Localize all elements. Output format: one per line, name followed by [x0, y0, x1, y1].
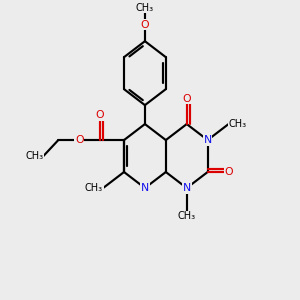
Text: N: N	[141, 183, 149, 193]
Text: CH₃: CH₃	[25, 151, 44, 161]
Text: O: O	[75, 135, 83, 145]
Text: N: N	[203, 135, 212, 145]
Text: N: N	[183, 183, 191, 193]
Text: O: O	[224, 167, 233, 177]
Text: CH₃: CH₃	[136, 3, 154, 13]
Text: CH₃: CH₃	[85, 183, 103, 193]
Text: O: O	[141, 20, 149, 30]
Text: CH₃: CH₃	[178, 211, 196, 221]
Text: O: O	[182, 94, 191, 103]
Text: CH₃: CH₃	[229, 119, 247, 129]
Text: O: O	[96, 110, 104, 120]
